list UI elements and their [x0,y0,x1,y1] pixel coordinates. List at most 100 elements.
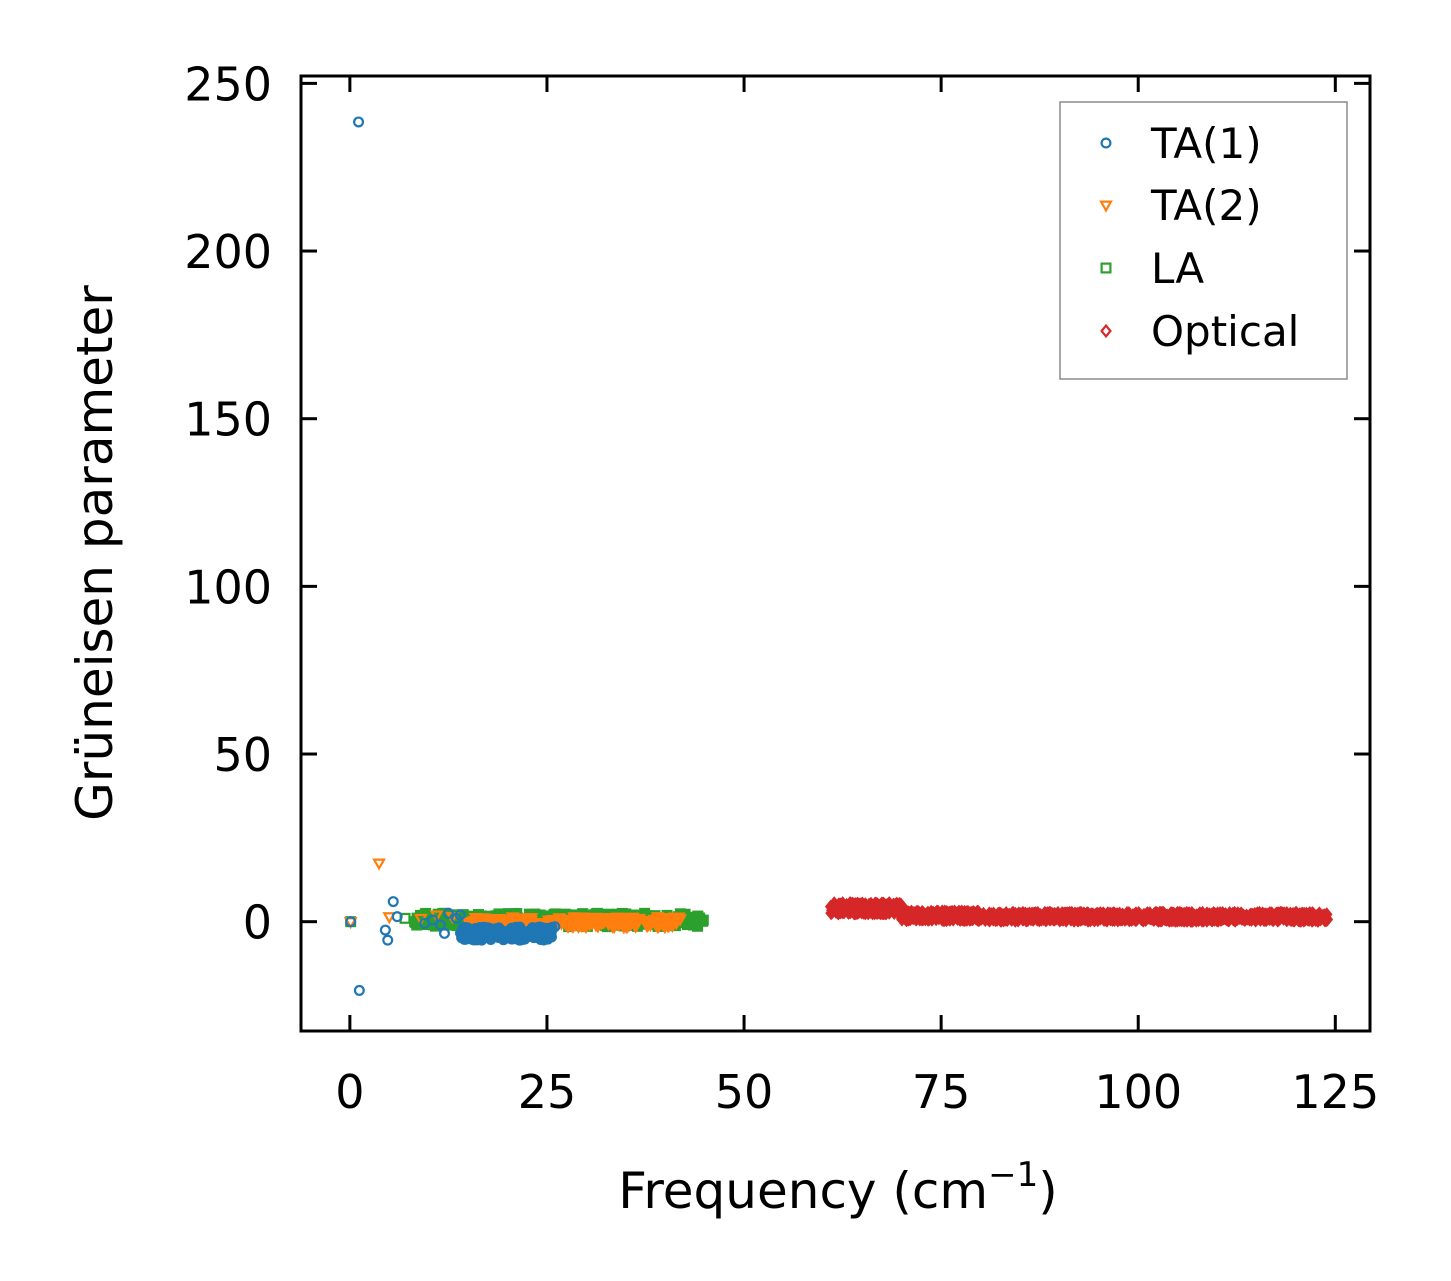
legend-item-ta-2-: TA(2) [1099,181,1262,230]
axis-tick-labels: 0 25 50 75 100 125 0 50 100 150 200 250 [184,57,1379,1119]
data-point [640,915,654,928]
data-point [391,911,403,923]
legend-marker [1100,137,1112,149]
data-point [1010,912,1023,927]
legend-label: TA(1) [1150,119,1262,168]
legend-item-la: LA [1100,244,1204,293]
data-point [920,910,932,926]
data-point [353,984,365,996]
data-point [353,116,365,128]
data-point [661,921,675,934]
data-point [832,897,845,913]
data-point [1208,910,1220,926]
x-tick-label: 50 [715,1065,774,1119]
data-point [1065,910,1078,925]
legend: TA(1) TA(2) LA Optical [1059,101,1348,380]
x-tick-label: 0 [335,1065,364,1119]
x-tick-label: 125 [1291,1065,1379,1119]
x-tick-label: 25 [518,1065,577,1119]
data-point [456,932,468,944]
data-point [889,897,902,913]
data-point [1055,912,1068,927]
y-tick-label: 50 [213,728,272,782]
legend-label: TA(2) [1150,181,1262,230]
data-point [1288,913,1301,928]
data-point [1020,912,1032,928]
legend-label: LA [1151,244,1204,293]
y-axis-label: Grüneisen parameter [66,285,124,821]
data-point [902,911,915,927]
plot-frame [299,74,1372,1033]
data-point [519,917,534,930]
data-point [1252,909,1264,925]
data-point [379,924,391,936]
data-point [501,915,516,929]
legend-item-optical: Optical [1100,307,1299,356]
data-point [1074,909,1086,924]
data-point [435,919,447,931]
data-point [593,917,607,930]
data-point [984,909,996,925]
data-point [1119,912,1131,927]
data-point [1303,912,1315,927]
data-point [559,917,573,930]
data-point [1135,912,1148,927]
x-tick-label: 100 [1094,1065,1182,1119]
data-point [549,921,561,933]
data-point [1272,908,1285,923]
y-tick-label: 100 [184,560,272,614]
y-tick-label: 250 [184,57,272,111]
data-point [1001,912,1014,927]
y-tick-label: 0 [243,896,272,950]
data-point [1026,906,1038,921]
data-point [601,916,616,929]
data-point [1228,905,1241,921]
legend-marker [1100,323,1112,339]
data-point [1219,907,1232,922]
x-axis-label: Frequency (cm−1) [618,1155,1058,1220]
data-point [454,909,466,921]
data-point [1317,909,1330,924]
data-point [345,916,357,928]
data-point [952,905,964,920]
data-point [1084,908,1096,923]
data-marks [343,116,1334,996]
y-tick-label: 200 [184,225,272,279]
data-point [427,914,439,926]
data-point [1237,908,1250,923]
data-point [585,918,599,931]
data-point [372,858,386,871]
data-point [1178,906,1190,921]
data-point [651,918,666,932]
data-point [628,921,643,934]
data-point [442,907,454,919]
y-tick-label: 150 [184,393,272,447]
legend-marker [1099,200,1113,213]
data-point [1044,906,1057,921]
axis-ticks [301,76,1370,1031]
data-point [871,897,884,912]
data-point [681,919,693,931]
data-point [462,922,474,934]
legend-marker [1100,262,1112,274]
data-point [851,896,864,911]
data-point [615,915,630,928]
series-optical [824,896,1334,928]
legend-label: Optical [1151,307,1299,356]
data-point [607,922,622,935]
series-ta-1- [345,116,561,996]
data-point [387,896,399,908]
data-point [697,915,709,927]
data-point [877,904,890,919]
data-point [1094,906,1107,921]
data-point [1190,911,1203,926]
data-point [572,915,587,928]
data-point [382,934,394,946]
data-point [1149,905,1162,921]
data-point [1106,907,1119,923]
legend-item-ta-1-: TA(1) [1100,119,1262,168]
data-point [475,914,490,927]
data-point [940,908,952,923]
data-point [438,927,450,939]
